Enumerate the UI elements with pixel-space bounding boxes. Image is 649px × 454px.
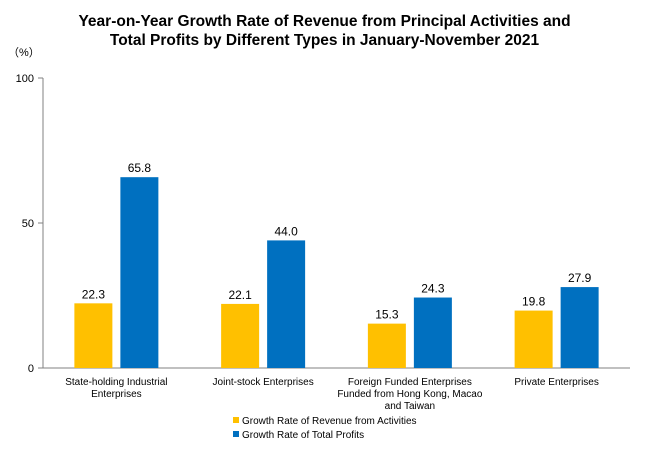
- data-label: 24.3: [421, 282, 445, 296]
- data-label: 22.1: [228, 288, 252, 302]
- bar-revenue: [221, 303, 260, 368]
- legend-swatch: [233, 431, 239, 437]
- bar-profits: [120, 177, 159, 368]
- data-label: 19.8: [522, 295, 546, 309]
- x-tick-label: Private Enterprises: [514, 377, 598, 388]
- bar-profits: [413, 297, 452, 368]
- legend-swatch: [233, 417, 239, 423]
- bar-profits: [267, 240, 306, 368]
- chart-title-line-1: Year-on-Year Growth Rate of Revenue from…: [78, 13, 571, 30]
- legend-label: Growth Rate of Revenue from Activities: [242, 416, 417, 427]
- bar-profits: [560, 287, 599, 368]
- y-tick-label: 50: [22, 218, 34, 230]
- x-tick-label: Enterprises: [91, 389, 142, 400]
- x-tick-label: Funded from Hong Kong, Macao: [337, 389, 483, 400]
- data-label: 27.9: [568, 271, 592, 285]
- bar-revenue: [74, 303, 113, 368]
- data-label: 65.8: [128, 161, 152, 175]
- x-tick-label: State-holding Industrial: [65, 377, 167, 388]
- y-tick-label: 100: [16, 73, 34, 85]
- chart-title-line-2: Total Profits by Different Types in Janu…: [109, 32, 540, 49]
- x-tick-label: Foreign Funded Enterprises: [348, 377, 472, 388]
- data-label: 15.3: [375, 308, 399, 322]
- y-axis-unit-label: （%）: [8, 46, 40, 59]
- data-label: 44.0: [274, 224, 298, 238]
- bar-revenue: [514, 310, 553, 368]
- x-tick-label: Joint-stock Enterprises: [213, 377, 314, 388]
- data-label: 22.3: [82, 287, 106, 301]
- chart-title: Year-on-Year Growth Rate of Revenue from…: [0, 12, 649, 50]
- y-tick-label: 0: [28, 363, 34, 375]
- legend-label: Growth Rate of Total Profits: [242, 430, 364, 441]
- x-tick-label: and Taiwan: [385, 401, 435, 412]
- bar-revenue: [367, 323, 406, 368]
